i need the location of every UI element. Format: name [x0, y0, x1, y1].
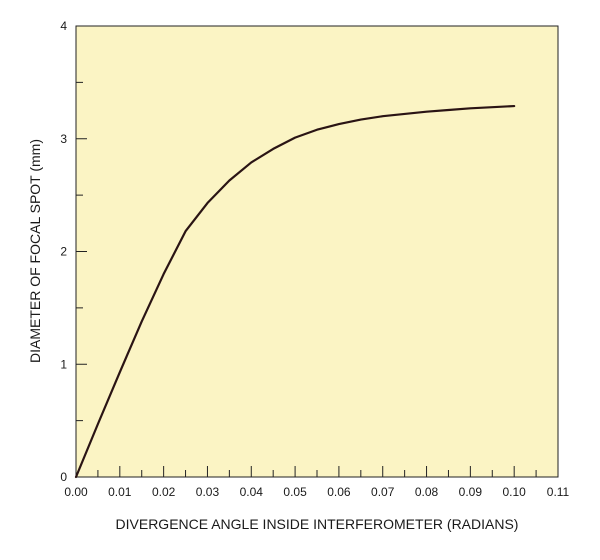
x-axis-title: DIVERGENCE ANGLE INSIDE INTERFEROMETER (…: [116, 516, 519, 532]
y-tick-label: 1: [60, 357, 67, 371]
x-tick-label: 0.09: [459, 485, 483, 499]
y-tick-label: 3: [60, 132, 67, 146]
x-tick-label: 0.07: [371, 485, 395, 499]
y-axis-title: DIAMETER OF FOCAL SPOT (mm): [27, 139, 43, 363]
x-tick-label: 0.10: [503, 485, 527, 499]
x-tick-label: 0.00: [64, 485, 88, 499]
x-tick-label: 0.04: [240, 485, 264, 499]
x-tick-label: 0.03: [196, 485, 220, 499]
y-tick-label: 0: [60, 470, 67, 484]
x-tick-label: 0.06: [327, 485, 351, 499]
plot-area: [75, 25, 559, 478]
axis-tick-labels: 0.00 0.01 0.02 0.03 0.04 0.05 0.06 0.07 0.08 0.09…: [60, 19, 569, 499]
series-line: [74, 104, 516, 479]
axis-ticks: [75, 25, 559, 478]
x-tick-label: 0.11: [547, 485, 570, 499]
x-tick-label: 0.05: [283, 485, 307, 499]
x-tick-label: 0.02: [152, 485, 176, 499]
y-tick-label: 2: [60, 245, 67, 259]
y-tick-label: 4: [60, 19, 67, 33]
x-tick-label: 0.08: [415, 485, 439, 499]
x-tick-label: 0.01: [108, 485, 132, 499]
